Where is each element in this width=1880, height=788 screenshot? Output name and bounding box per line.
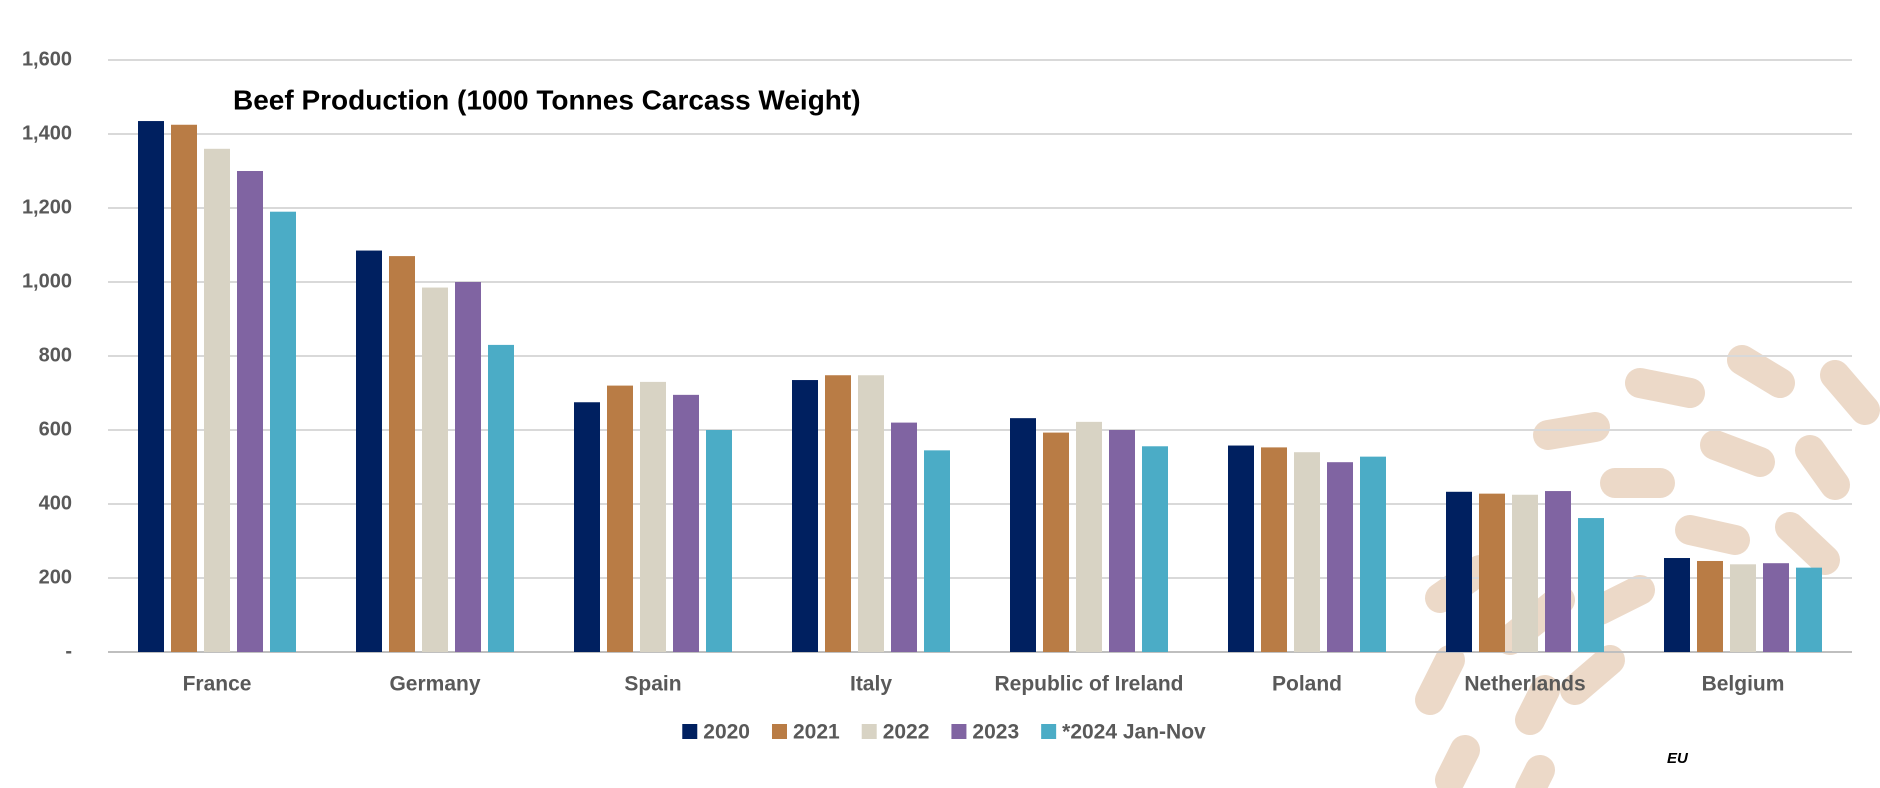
legend-label: 2020 <box>703 721 750 744</box>
bar <box>858 375 884 652</box>
bar <box>270 211 296 652</box>
bar <box>1360 456 1386 652</box>
x-tick-label: Poland <box>1272 673 1342 696</box>
bar <box>171 124 197 652</box>
bar <box>1327 462 1353 652</box>
bar <box>607 385 633 652</box>
bar <box>204 148 230 653</box>
legend-swatch <box>861 724 877 739</box>
bar <box>1763 563 1789 652</box>
bar <box>1446 491 1472 652</box>
bar <box>825 375 851 652</box>
y-tick-label: 600 <box>39 418 72 440</box>
x-tick-label: Germany <box>389 673 480 696</box>
bar <box>1228 445 1254 652</box>
y-tick-label: 1,600 <box>22 48 72 70</box>
chart-title: Beef Production (1000 Tonnes Carcass Wei… <box>233 84 861 115</box>
legend-swatch <box>1041 724 1057 739</box>
y-tick-label: 1,000 <box>22 270 72 292</box>
bar <box>356 250 382 653</box>
bar <box>1664 558 1690 652</box>
bar <box>706 430 732 652</box>
bar <box>924 450 950 652</box>
bar <box>1697 560 1723 652</box>
legend-label: 2022 <box>883 721 930 744</box>
bar <box>574 402 600 652</box>
x-tick-label: Republic of Ireland <box>994 673 1183 696</box>
x-tick-label: France <box>183 673 252 696</box>
y-tick-label: 400 <box>39 492 72 514</box>
y-tick-label: 1,200 <box>22 196 72 218</box>
bar <box>673 394 699 652</box>
bar <box>138 121 164 653</box>
y-tick-label: 800 <box>39 344 72 366</box>
bar <box>1545 491 1571 652</box>
bar <box>422 287 448 652</box>
bar <box>1142 446 1168 652</box>
bar <box>1796 567 1822 652</box>
bar <box>1512 494 1538 652</box>
y-tick-label: 1,400 <box>22 122 72 144</box>
legend-label: 2021 <box>793 721 840 744</box>
x-tick-label: Italy <box>850 673 892 696</box>
bar <box>1479 493 1505 652</box>
x-tick-label: Netherlands <box>1464 673 1585 696</box>
bar <box>389 256 415 652</box>
bar <box>455 282 481 652</box>
bar <box>1109 430 1135 652</box>
bar <box>1076 421 1102 652</box>
bar <box>1043 432 1069 652</box>
note: EU <box>1667 750 1689 767</box>
x-tick-label: Belgium <box>1702 673 1785 696</box>
legend-label: *2024 Jan-Nov <box>1062 721 1206 744</box>
x-tick-label: Spain <box>624 673 681 696</box>
bar <box>1730 564 1756 652</box>
bar <box>891 422 917 652</box>
bar <box>1261 447 1287 652</box>
bar <box>488 344 514 652</box>
bar <box>1578 518 1604 652</box>
bar <box>640 381 666 652</box>
bar <box>237 171 263 652</box>
y-tick-label: - <box>65 640 72 662</box>
bar <box>792 380 818 652</box>
bar <box>1294 452 1320 652</box>
bar <box>1010 418 1036 652</box>
y-tick-label: 200 <box>39 566 72 588</box>
legend-swatch <box>951 724 967 739</box>
legend-swatch <box>682 724 698 739</box>
legend-label: 2023 <box>972 721 1019 744</box>
legend-swatch <box>771 724 787 739</box>
